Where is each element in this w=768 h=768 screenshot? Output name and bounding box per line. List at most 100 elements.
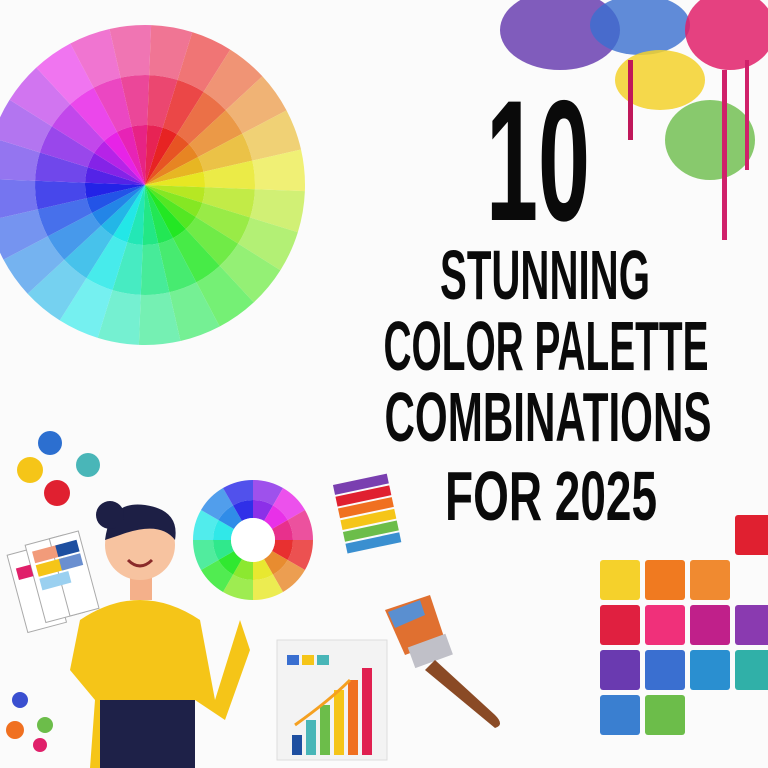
wheel-segment xyxy=(91,185,145,226)
wheel-segment xyxy=(104,131,145,185)
wheel-segment xyxy=(233,500,253,521)
wheel-segment xyxy=(127,185,145,245)
wheel-segment xyxy=(94,140,145,185)
paintbrush-icon xyxy=(385,595,500,728)
wheel-segment xyxy=(9,67,71,127)
swatch-tile xyxy=(645,560,685,600)
swatch-tile xyxy=(645,605,685,645)
wheel-segment xyxy=(34,180,87,210)
wheel-segment xyxy=(0,179,38,218)
color-dots xyxy=(6,431,100,752)
wheel-segment xyxy=(213,520,234,540)
wheel-segment xyxy=(0,140,40,181)
wheel-segment xyxy=(287,510,313,540)
headline-line-2: COLOR PALETTE xyxy=(384,307,709,385)
wheel-segment xyxy=(177,32,231,92)
wheel-segment xyxy=(27,259,87,321)
wheel-segment xyxy=(86,185,145,213)
wheel-segment xyxy=(145,125,163,185)
wheel-segment xyxy=(287,540,313,570)
wheel-segment xyxy=(87,153,145,185)
wheel-segment xyxy=(158,238,197,293)
wheel-segment xyxy=(189,110,243,158)
wheel-segment xyxy=(145,185,186,239)
wheel-segment xyxy=(37,198,92,237)
wheel-segment xyxy=(233,559,253,580)
headline: 10 STUNNING COLOR PALETTE COMBINATIONS F… xyxy=(384,65,712,535)
wheel-segment xyxy=(250,189,305,233)
wheel-segment xyxy=(145,185,196,230)
swatch-tile xyxy=(690,605,730,645)
wheel-segment xyxy=(273,560,305,592)
wheel-segment xyxy=(147,75,178,128)
swatch-tile xyxy=(645,695,685,735)
wheel-segment xyxy=(59,278,113,338)
wheel-segment xyxy=(176,91,226,145)
wheel-segment xyxy=(120,75,150,127)
wheel-segment xyxy=(272,540,293,560)
wheel-segment xyxy=(219,243,281,303)
wheel-segment xyxy=(142,185,159,245)
wheel-segment xyxy=(252,149,305,192)
headline-number: 10 xyxy=(486,65,590,257)
wheel-segment xyxy=(145,185,173,244)
swatch-tile xyxy=(735,650,768,690)
wheel-segment xyxy=(70,87,118,141)
wheel-segment xyxy=(100,185,145,236)
wheel-segment xyxy=(264,551,288,575)
swatch-strip-icon xyxy=(332,473,402,554)
headline-line-1: STUNNING xyxy=(440,236,650,314)
wheel-segment xyxy=(113,185,145,243)
wheel-segment xyxy=(93,77,132,132)
wheel-segment xyxy=(225,76,287,134)
wheel-segment xyxy=(253,480,283,506)
wheel-segment xyxy=(253,559,273,580)
wheel-segment xyxy=(218,551,242,575)
headline-line-3: COMBINATIONS xyxy=(385,378,712,456)
wheel-segment xyxy=(272,520,293,540)
swatch-tile xyxy=(735,605,768,645)
wheel-segment xyxy=(264,505,288,529)
wheel-segment xyxy=(145,157,204,185)
color-wheel-splash-icon xyxy=(0,24,305,345)
wheel-segment xyxy=(185,216,239,266)
wheel-segment xyxy=(117,126,145,185)
wheel-segment xyxy=(162,79,204,135)
wheel-segment xyxy=(85,182,145,199)
wheel-segment xyxy=(145,144,199,185)
wheel-segment xyxy=(36,43,94,105)
wheel-segment xyxy=(0,209,48,260)
swatch-tile xyxy=(600,605,640,645)
wheel-segment xyxy=(238,217,298,271)
wheel-segment xyxy=(70,28,121,88)
woman-holding-swatches-icon xyxy=(6,501,250,768)
paint-splash-top-right xyxy=(500,0,768,240)
wheel-segment xyxy=(109,24,152,78)
wheel-segment xyxy=(193,540,219,570)
wheel-segment xyxy=(0,99,52,153)
wheel-segment xyxy=(3,236,65,294)
swatch-tile xyxy=(690,650,730,690)
wheel-segment xyxy=(138,292,181,345)
wheel-segment xyxy=(172,229,220,283)
wheel-segment xyxy=(242,110,302,161)
wheel-segment xyxy=(145,127,177,185)
swatch-tile xyxy=(600,560,640,600)
wheel-segment xyxy=(253,574,283,600)
wheel-segment xyxy=(273,488,305,520)
wheel-segment xyxy=(112,242,143,295)
wheel-segment xyxy=(201,560,233,592)
swatch-tile xyxy=(600,650,640,690)
wheel-segment xyxy=(203,49,263,111)
wheel-segment xyxy=(253,500,273,521)
wheel-segment xyxy=(218,505,242,529)
wheel-segment xyxy=(149,25,193,80)
swatch-tile xyxy=(600,695,640,735)
wheel-segment xyxy=(202,187,255,218)
wheel-segment xyxy=(201,488,233,520)
wheel-segment xyxy=(35,152,88,183)
wheel-segment xyxy=(203,160,255,190)
wheel-segment xyxy=(196,265,254,327)
wheel-segment xyxy=(193,510,219,540)
